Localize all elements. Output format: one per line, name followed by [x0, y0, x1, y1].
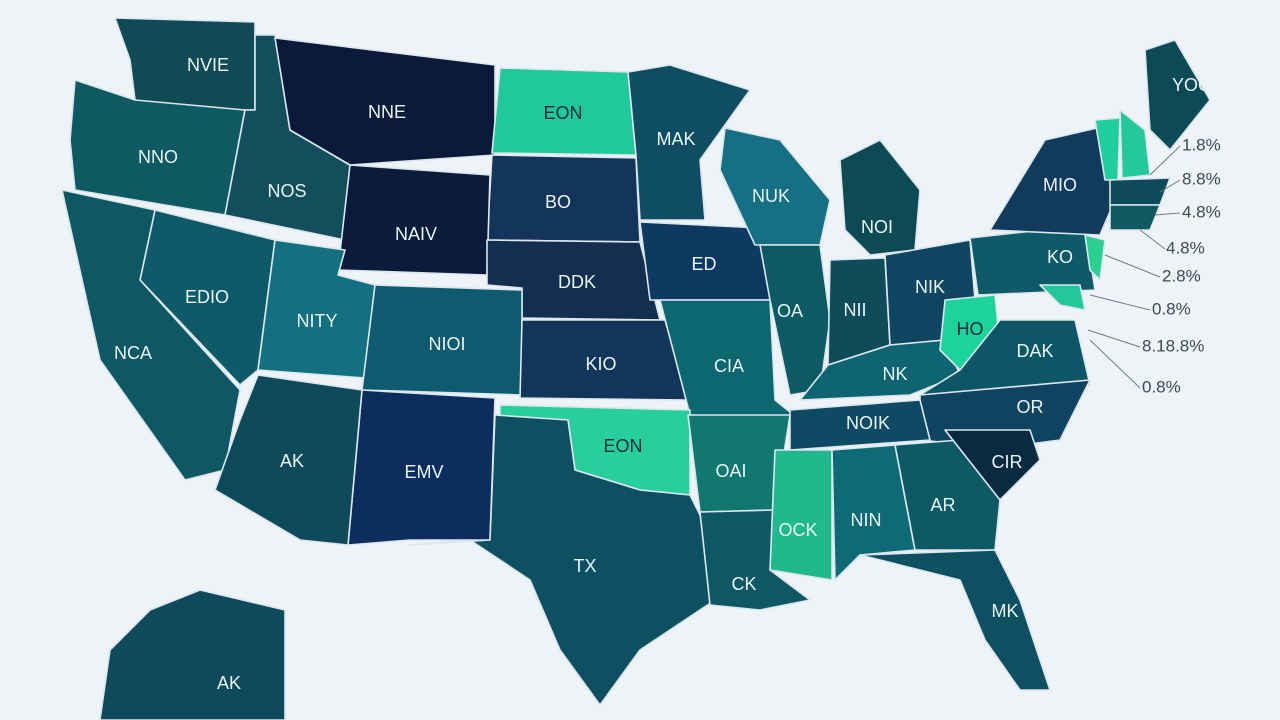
state-label: EDIO — [185, 287, 229, 307]
callout-line — [1087, 329, 1141, 348]
state-label: DAK — [1016, 341, 1053, 361]
callout-line — [1149, 145, 1181, 176]
state-label: NVIE — [187, 55, 229, 75]
state-label: NOS — [267, 181, 306, 201]
callout-label: 0.8% — [1142, 377, 1181, 396]
callout-label: 4.8% — [1166, 238, 1205, 257]
state-label: NOIK — [846, 413, 890, 433]
state — [409, 414, 716, 706]
callout-line — [1104, 254, 1161, 278]
state-label: AK — [217, 673, 241, 693]
state-label: OA — [777, 301, 803, 321]
state-label: OAI — [715, 461, 746, 481]
state — [61, 189, 241, 481]
state — [1084, 234, 1106, 281]
state-label: NIN — [851, 510, 882, 530]
state — [1119, 109, 1151, 179]
state-label: AK — [280, 451, 304, 471]
state — [789, 399, 931, 451]
state-label: NUK — [752, 186, 790, 206]
state — [214, 374, 363, 546]
callout-label: 2.8% — [1162, 266, 1201, 285]
callout-line — [1139, 229, 1166, 250]
state — [839, 139, 921, 256]
callout-label: 1.8% — [1182, 135, 1221, 154]
state-label: NII — [843, 300, 866, 320]
state — [831, 444, 916, 581]
state-label: AR — [930, 495, 955, 515]
state-label: MAK — [656, 129, 695, 149]
state-label: OR — [1017, 397, 1044, 417]
state — [99, 589, 286, 720]
state — [1144, 39, 1211, 151]
state-label: HO — [957, 319, 984, 339]
callout-label: 8.8% — [1182, 169, 1221, 188]
state-label: CIR — [992, 452, 1023, 472]
state-label: KO — [1047, 247, 1073, 267]
state — [337, 164, 491, 276]
state — [1039, 284, 1086, 311]
state-label: NNE — [368, 102, 406, 122]
state-label: NITY — [296, 311, 337, 331]
state-label: OCK — [778, 520, 817, 540]
state — [859, 549, 1051, 691]
state-label: EON — [543, 103, 582, 123]
state-label: EMV — [404, 462, 443, 482]
states — [61, 17, 1211, 720]
state-label: ED — [691, 254, 716, 274]
state-label: KIO — [585, 354, 616, 374]
callout-label: 0.8% — [1152, 299, 1191, 318]
state-label: DDK — [558, 272, 596, 292]
callout-line — [1154, 212, 1181, 216]
state-label: TX — [573, 556, 596, 576]
callout-line — [1089, 294, 1151, 311]
state-label: CK — [731, 574, 756, 594]
state-label: NK — [882, 364, 907, 384]
state-label: CIA — [714, 356, 744, 376]
state-label: YOG — [1172, 75, 1212, 95]
state — [944, 429, 1041, 501]
state — [274, 37, 496, 166]
callout-label: 4.8% — [1182, 202, 1221, 221]
state-label: NOI — [861, 217, 893, 237]
state-label: NIK — [915, 277, 945, 297]
state-label: MK — [992, 601, 1019, 621]
callout-line — [1089, 339, 1141, 389]
state — [769, 449, 833, 581]
state — [919, 319, 1091, 396]
state — [659, 299, 801, 421]
state — [1109, 204, 1161, 231]
callout-lines — [1087, 145, 1181, 389]
state-label: EON — [603, 436, 642, 456]
state-label: NAIV — [395, 224, 437, 244]
callout-line — [1159, 179, 1181, 193]
state-label: NCA — [114, 343, 152, 363]
callout-label: 8.18.8% — [1142, 336, 1204, 355]
state-label: NNO — [138, 147, 178, 167]
state-label: NIOI — [428, 334, 465, 354]
state-label: BO — [545, 192, 571, 212]
state-labels: NVIE NNE EON NNO MAK NOS BO NAIV NUK NOI MIO YOG ED D… — [114, 55, 1212, 693]
state-label: MIO — [1043, 175, 1077, 195]
state — [114, 17, 256, 111]
callout-labels: 1.8% 8.8% 4.8% 4.8% 2.8% 0.8% 8.18.8% 0.8% — [1142, 135, 1221, 396]
